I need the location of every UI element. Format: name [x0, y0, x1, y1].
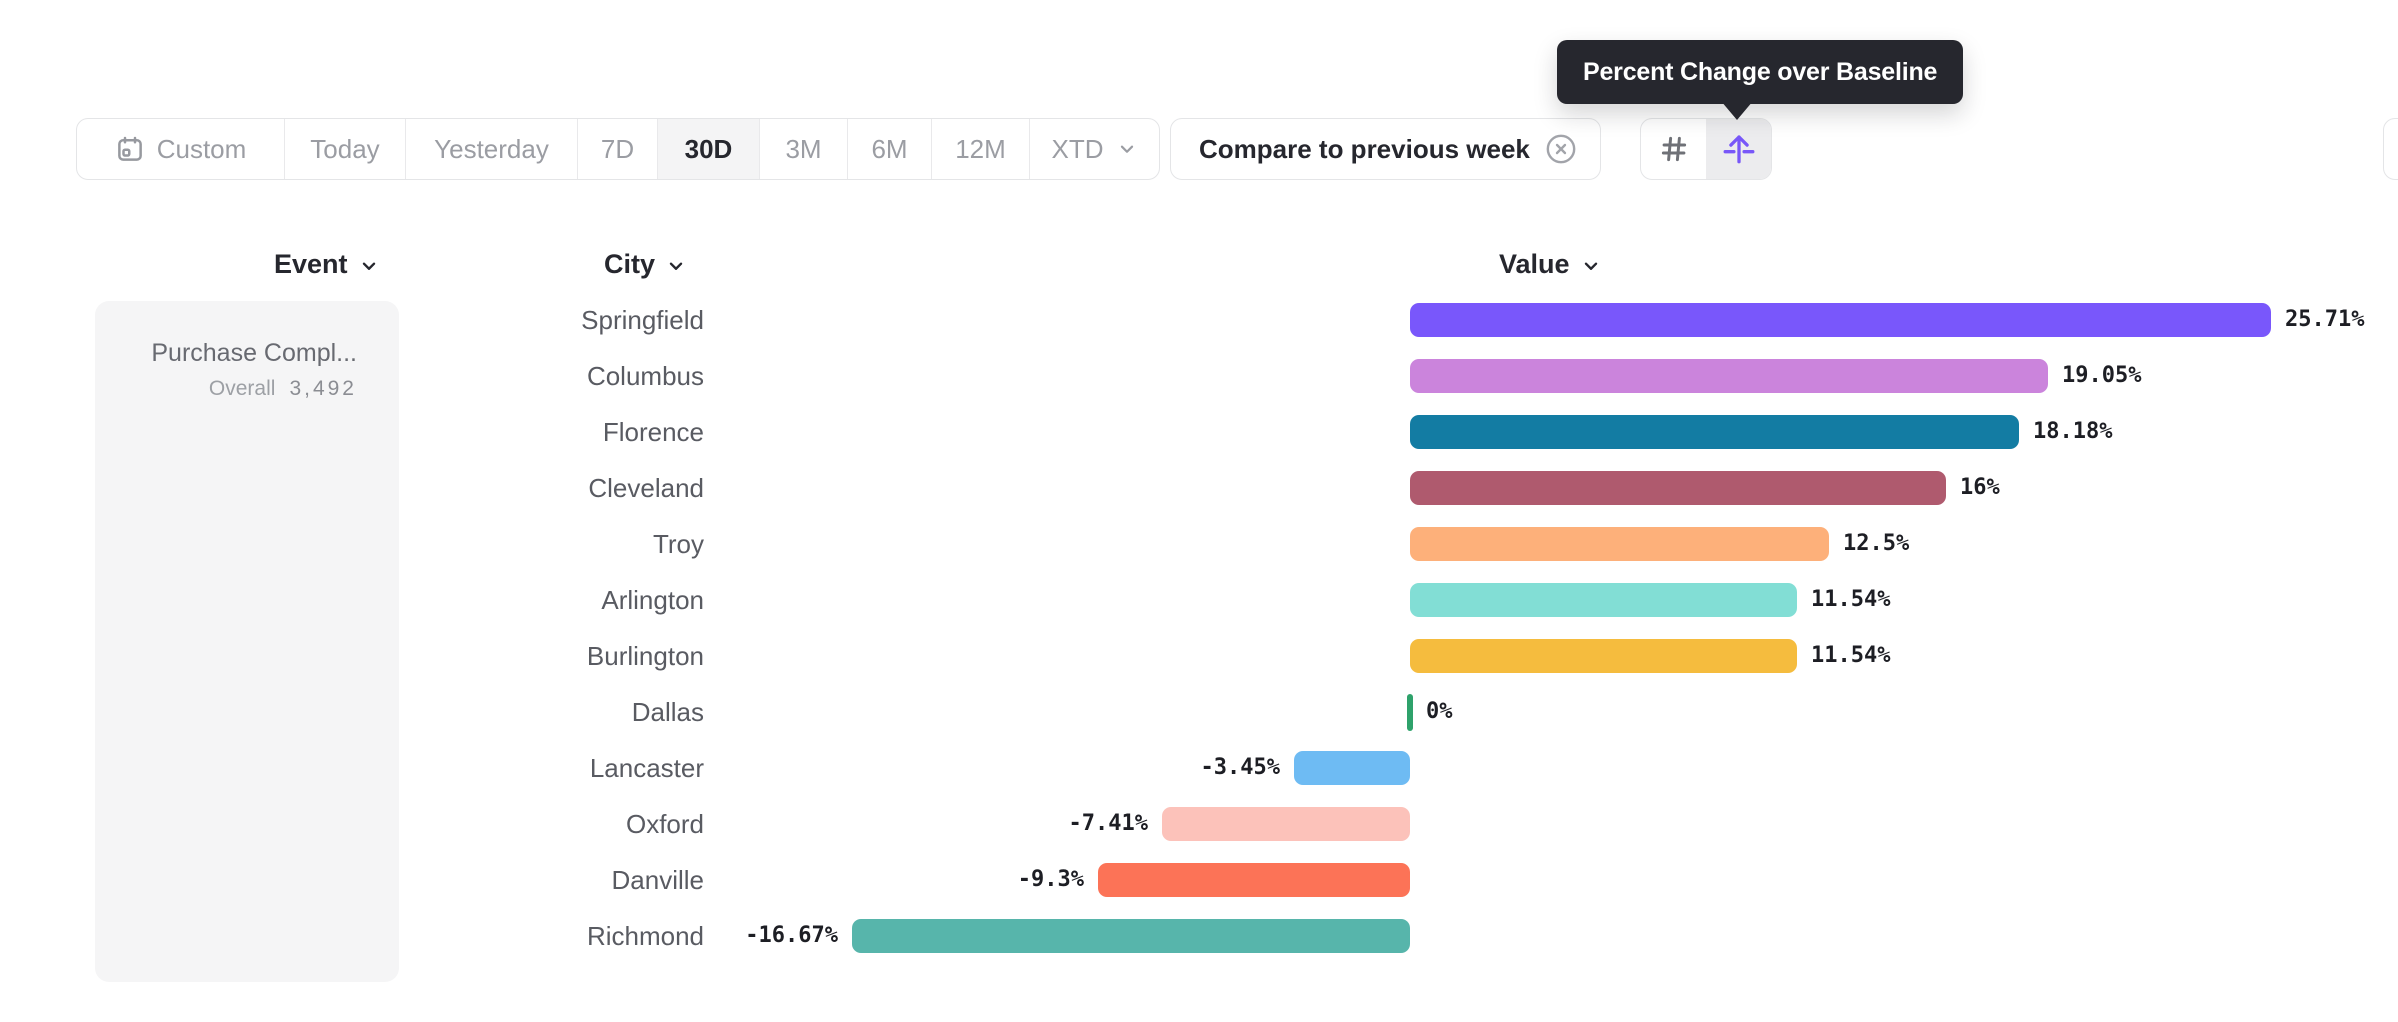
- bar-value-label: -7.41%: [1068, 811, 1148, 836]
- chart-row: Florence 18.18%: [0, 404, 2398, 460]
- remove-comparison-icon[interactable]: [1544, 132, 1578, 166]
- bar-value-label: 0%: [1426, 699, 1453, 724]
- chart-row: Oxford -7.41%: [0, 796, 2398, 852]
- bar-value-label: -3.45%: [1200, 755, 1280, 780]
- calendar-icon: [115, 134, 145, 164]
- range-3m[interactable]: 3M: [760, 119, 848, 179]
- column-header-event[interactable]: Event: [274, 244, 380, 284]
- range-30d[interactable]: 30D: [658, 119, 760, 179]
- value-bar[interactable]: [1410, 471, 1946, 505]
- value-bar[interactable]: [1410, 527, 1829, 561]
- city-label: Oxford: [625, 809, 704, 839]
- range-label: 30D: [684, 133, 733, 164]
- value-bar[interactable]: [1294, 751, 1410, 785]
- chart-row: Lancaster -3.45%: [0, 740, 2398, 796]
- range-custom[interactable]: Custom: [77, 119, 285, 179]
- city-label: Dallas: [631, 697, 704, 727]
- column-header-city-label: City: [604, 248, 656, 279]
- chevron-down-icon: [1116, 138, 1138, 160]
- event-name: Purchase Compl...: [151, 339, 357, 367]
- bar-value-label: 12.5%: [1843, 531, 1910, 556]
- range-label: XTD: [1051, 133, 1104, 164]
- tooltip-arrow: [1721, 101, 1753, 120]
- chart-row: Danville -9.3%: [0, 852, 2398, 908]
- tooltip-text: Percent Change over Baseline: [1583, 57, 1938, 86]
- chart-row: Dallas 0%: [0, 684, 2398, 740]
- bar-value-label: 16%: [1960, 475, 2000, 500]
- overall-value: 3,492: [289, 377, 357, 400]
- bar-chart-rows: Springfield 25.71% Columbus 19.05% Florence 1…: [0, 292, 2398, 964]
- value-bar[interactable]: [1410, 415, 2019, 449]
- bar-value-label: -16.67%: [745, 923, 838, 948]
- value-bar[interactable]: [1410, 359, 2048, 393]
- city-label: Arlington: [601, 585, 704, 615]
- value-bar[interactable]: [1098, 863, 1410, 897]
- chevron-down-icon: [358, 252, 380, 277]
- city-label: Burlington: [586, 641, 704, 671]
- bar-value-label: 25.71%: [2285, 307, 2365, 332]
- chart-row: Richmond -16.67%: [0, 908, 2398, 964]
- tooltip: Percent Change over Baseline: [1557, 40, 1964, 104]
- range-label: 7D: [600, 133, 635, 164]
- range-xtd[interactable]: XTD: [1030, 119, 1159, 179]
- chart-row: Arlington 11.54%: [0, 572, 2398, 628]
- hash-icon: [1657, 132, 1691, 166]
- view-toggle-group: [1640, 118, 1772, 180]
- city-label: Florence: [602, 417, 704, 447]
- range-label: 3M: [785, 133, 822, 164]
- bar-value-label: -9.3%: [1017, 867, 1084, 892]
- value-bar[interactable]: [1410, 639, 1797, 673]
- chart-row: Springfield 25.71%: [0, 292, 2398, 348]
- city-label: Columbus: [586, 361, 704, 391]
- column-header-value[interactable]: Value: [1499, 244, 1602, 284]
- column-header-value-label: Value: [1499, 248, 1570, 279]
- city-label: Springfield: [581, 305, 704, 335]
- event-overall-row: Overall 3,492: [115, 375, 357, 403]
- chart-row: Columbus 19.05%: [0, 348, 2398, 404]
- compare-chip[interactable]: Compare to previous week: [1170, 118, 1601, 180]
- range-today[interactable]: Today: [285, 119, 406, 179]
- city-label: Richmond: [586, 921, 704, 951]
- value-bar[interactable]: [1162, 807, 1410, 841]
- city-label: Lancaster: [589, 753, 704, 783]
- column-header-event-label: Event: [274, 248, 348, 279]
- baseline-arrow-icon: [1721, 131, 1757, 167]
- range-label: Custom: [156, 133, 247, 164]
- city-label: Danville: [611, 865, 705, 895]
- date-range-control: Custom Today Yesterday 7D 30D 3M 6M 12M XTD: [76, 118, 1160, 180]
- bar-value-label: 18.18%: [2033, 419, 2113, 444]
- range-label: 12M: [955, 133, 1006, 164]
- range-yesterday[interactable]: Yesterday: [406, 119, 578, 179]
- range-6m[interactable]: 6M: [848, 119, 932, 179]
- chart-row: Burlington 11.54%: [0, 628, 2398, 684]
- zero-baseline-tick[interactable]: [1407, 694, 1413, 731]
- city-label: Cleveland: [588, 473, 704, 503]
- chart-row: Troy 12.5%: [0, 516, 2398, 572]
- bar-value-label: 19.05%: [2062, 363, 2142, 388]
- chevron-down-icon: [1580, 252, 1602, 277]
- range-label: 6M: [871, 133, 908, 164]
- value-bar[interactable]: [1410, 303, 2271, 337]
- city-label: Troy: [652, 529, 704, 559]
- value-bar[interactable]: [1410, 583, 1797, 617]
- bar-value-label: 11.54%: [1811, 587, 1891, 612]
- compare-chip-label: Compare to previous week: [1199, 133, 1530, 164]
- range-label: Today: [310, 133, 380, 164]
- percent-change-over-baseline-view-button[interactable]: [1706, 119, 1771, 179]
- chevron-down-icon: [665, 252, 687, 277]
- overall-label: Overall: [208, 377, 276, 400]
- chart-row: Cleveland 16%: [0, 460, 2398, 516]
- range-12m[interactable]: 12M: [932, 119, 1030, 179]
- range-7d[interactable]: 7D: [578, 119, 658, 179]
- grid-view-button[interactable]: [1641, 119, 1706, 179]
- cutoff-right-button[interactable]: [2383, 118, 2398, 180]
- value-bar[interactable]: [852, 919, 1410, 953]
- range-label: Yesterday: [434, 133, 549, 164]
- event-panel[interactable]: Purchase Compl... Overall 3,492: [95, 301, 399, 982]
- column-header-city[interactable]: City: [604, 244, 687, 284]
- bar-value-label: 11.54%: [1811, 643, 1891, 668]
